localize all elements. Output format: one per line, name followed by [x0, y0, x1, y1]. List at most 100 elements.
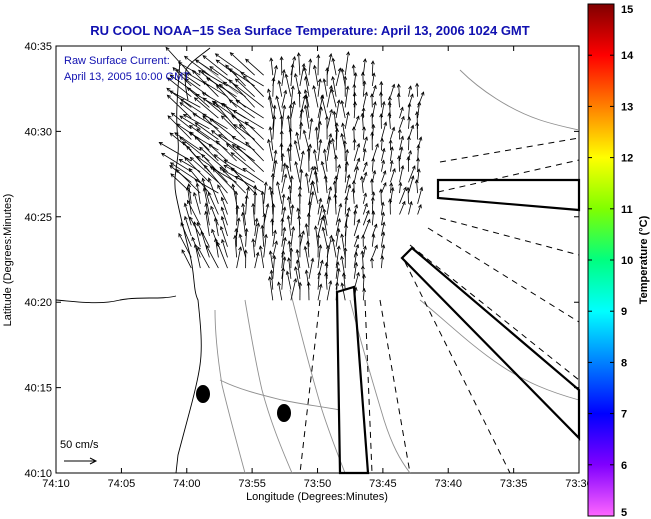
current-vector — [285, 164, 292, 183]
colorbar-tick-label: 8 — [621, 357, 627, 369]
current-vector — [277, 281, 283, 301]
current-vector — [268, 276, 274, 301]
current-vector — [326, 84, 333, 108]
current-vector — [203, 164, 228, 194]
current-vector — [295, 248, 301, 269]
current-vector — [340, 282, 346, 301]
current-vector — [417, 91, 425, 108]
current-vector — [299, 168, 304, 194]
colorbar-tick-label: 11 — [621, 204, 633, 216]
chart-title: RU COOL NOAA−15 Sea Surface Temperature:… — [90, 23, 529, 38]
current-vector — [331, 237, 337, 258]
current-vector — [299, 62, 306, 87]
current-vector — [299, 150, 305, 172]
current-vector — [370, 131, 375, 151]
current-vector — [172, 66, 192, 87]
current-vector — [202, 55, 228, 76]
scale-arrow — [64, 457, 98, 465]
current-vector — [330, 88, 337, 108]
current-vector — [251, 238, 256, 258]
current-vector — [317, 244, 323, 269]
current-vector — [344, 183, 352, 204]
current-vector — [183, 55, 210, 76]
colorbar-tick-label: 10 — [621, 255, 633, 267]
y-axis-ticks: 40:35 40:30 40:25 40:20 40:15 40:10 — [24, 41, 579, 480]
current-vector — [371, 191, 376, 204]
current-vector — [353, 243, 360, 258]
current-vector — [194, 122, 219, 140]
current-vector — [179, 115, 201, 130]
current-vector — [234, 84, 264, 108]
current-vector — [362, 171, 368, 183]
current-vector — [381, 100, 386, 119]
current-vector — [340, 99, 346, 119]
current-vector — [313, 64, 319, 87]
current-vector — [389, 182, 394, 194]
current-vector — [281, 256, 287, 279]
current-vector — [353, 115, 360, 129]
current-vector — [417, 136, 423, 151]
colorbar-ticks: 15 14 13 12 11 10 9 8 7 6 5 — [588, 3, 634, 519]
current-vector — [362, 91, 368, 108]
current-vector — [381, 121, 388, 140]
current-vector — [303, 104, 310, 129]
current-vector — [362, 161, 368, 172]
current-vector — [181, 249, 192, 269]
current-vector — [294, 72, 301, 97]
current-vector — [244, 227, 249, 247]
current-vector — [381, 170, 387, 183]
current-vector — [276, 181, 283, 204]
current-vector — [184, 78, 210, 98]
current-vector — [296, 207, 301, 226]
current-vector — [322, 148, 328, 172]
current-vector — [415, 82, 420, 97]
plot-frame — [55, 45, 580, 474]
current-vector — [406, 155, 411, 172]
current-vector — [408, 165, 416, 183]
x-tick-label: 74:00 — [173, 478, 201, 490]
current-vector — [207, 191, 219, 215]
current-vector — [303, 89, 310, 108]
colorbar-ramp — [587, 3, 615, 517]
current-vector — [272, 114, 277, 140]
current-vector — [390, 186, 395, 204]
current-vector — [317, 204, 324, 226]
current-vector — [254, 217, 259, 237]
current-vector — [238, 233, 246, 258]
x-tick-label: 74:10 — [42, 478, 70, 490]
current-vector — [387, 96, 392, 108]
current-vector — [326, 133, 333, 151]
x-axis-label: Longitude (Degrees:Minutes) — [246, 491, 388, 503]
current-vector — [352, 138, 357, 151]
current-vector — [272, 159, 278, 183]
current-vector — [330, 137, 337, 162]
current-vector — [371, 233, 376, 247]
current-vector — [167, 77, 192, 98]
current-vector — [281, 226, 287, 247]
current-vector — [228, 99, 255, 119]
current-vector — [281, 104, 287, 129]
current-vector — [308, 190, 315, 215]
current-vector — [380, 137, 384, 151]
current-vector — [335, 202, 343, 226]
current-vector — [362, 287, 366, 301]
current-vector — [230, 152, 255, 173]
current-vector — [286, 114, 292, 140]
current-vector — [234, 78, 255, 97]
current-vector — [408, 124, 415, 140]
current-vector — [242, 167, 264, 183]
colorbar-tick-label: 5 — [621, 507, 627, 519]
current-vector — [317, 138, 323, 162]
bay-shoreline — [55, 295, 177, 304]
current-vector — [166, 94, 192, 119]
current-vector — [269, 57, 274, 76]
polygon-south — [335, 285, 370, 475]
current-vector — [326, 53, 333, 76]
current-vector — [381, 159, 386, 172]
current-vector — [188, 167, 210, 194]
current-vector — [211, 100, 237, 119]
current-vector — [201, 153, 228, 183]
current-vector — [235, 99, 264, 119]
current-vector — [201, 177, 210, 204]
current-vector — [388, 139, 393, 151]
